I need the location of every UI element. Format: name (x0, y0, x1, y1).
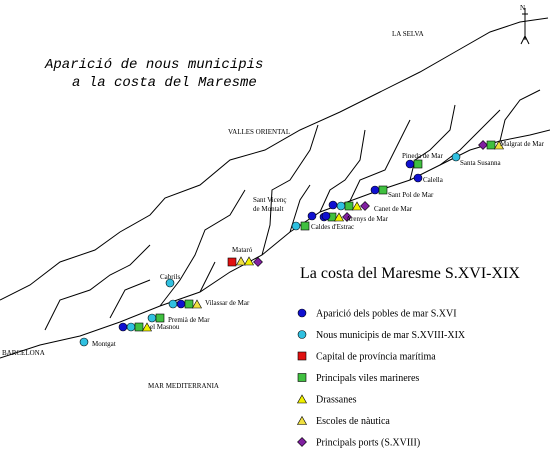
symbol-square (486, 140, 496, 150)
town-label: Sant Pol de Mar (388, 191, 434, 199)
symbol-circle (297, 330, 307, 339)
symbol-triangle (141, 322, 153, 332)
town-label: de Montalt (253, 205, 284, 213)
symbol-circle (147, 313, 157, 323)
symbol-triangle (243, 256, 255, 266)
symbol-diamond (342, 212, 352, 222)
symbol-triangle (296, 415, 308, 425)
town-label: Caldes d'Estrac (311, 223, 354, 231)
symbol-circle (405, 159, 415, 169)
symbol-diamond (253, 257, 263, 267)
symbol-triangle (296, 394, 308, 404)
symbol-triangle (493, 140, 505, 150)
symbol-triangle (333, 212, 345, 222)
symbol-triangle (235, 256, 247, 266)
town-label: Premià de Mar (168, 316, 210, 324)
symbol-circle (118, 322, 128, 332)
town-label: Mataró (232, 246, 253, 254)
title-line: a la costa del Maresme (72, 75, 257, 91)
symbol-square (413, 159, 423, 169)
legend-label: Aparició dels pobles de mar S.XVI (316, 309, 457, 320)
legend-label: Principals ports (S.XVIII) (316, 438, 420, 449)
symbol-circle (451, 152, 461, 162)
symbol-square (300, 221, 310, 231)
symbol-circle (79, 337, 89, 347)
symbol-square (155, 313, 165, 323)
symbol-circle (291, 221, 301, 231)
symbol-circle (370, 185, 380, 195)
symbol-circle (321, 211, 331, 221)
town-label: Cabrils (160, 273, 180, 281)
symbol-diamond (360, 201, 370, 211)
symbol-diamond (478, 140, 488, 150)
symbol-square (297, 351, 307, 361)
symbol-triangle (191, 299, 203, 309)
symbol-circle (126, 322, 136, 332)
legend-label: Capital de província marítima (316, 352, 436, 363)
legend-label: Nous municipis de mar S.XVIII-XIX (316, 330, 466, 341)
legend-label: Principals viles marineres (316, 373, 419, 384)
symbol-circle (176, 299, 186, 309)
symbol-triangle (351, 201, 363, 211)
symbol-square (227, 257, 237, 267)
north-label: N (520, 4, 525, 12)
town-label: Santa Susanna (460, 159, 502, 167)
town-label: Vilassar de Mar (205, 299, 250, 307)
region-label: LA SELVA (392, 30, 424, 38)
title-line: Aparició de nous municipis (44, 57, 263, 73)
town-label: el Masnou (150, 323, 180, 331)
region-label: BARCELONA (2, 349, 45, 357)
symbol-square (134, 322, 144, 332)
symbol-square (344, 201, 354, 211)
symbol-circle (307, 211, 317, 221)
symbol-circle (165, 278, 175, 288)
symbol-square (378, 185, 388, 195)
town-label: Montgat (92, 340, 116, 348)
legend-label: Drassanes (316, 395, 357, 406)
symbol-square (184, 299, 194, 309)
symbol-square (297, 373, 307, 382)
symbol-circle (168, 299, 178, 309)
town-label: Malgrat de Mar (500, 140, 545, 148)
symbol-circle (328, 200, 338, 210)
region-label: VALLES ORIENTAL (228, 128, 290, 136)
town-label: Calella (423, 176, 444, 184)
town-label: Arenys de Mar (346, 215, 389, 223)
legend-label: Escoles de nàutica (316, 416, 390, 427)
town-label: Pineda de Mar (402, 152, 443, 160)
region-label: MAR MEDITERRANIA (148, 382, 219, 390)
symbol-diamond (297, 437, 307, 447)
symbol-circle (413, 173, 423, 183)
symbol-circle (297, 308, 307, 318)
town-label: Canet de Mar (374, 205, 413, 213)
legend-title: La costa del Maresme S.XVI-XIX (300, 265, 520, 282)
symbol-circle (336, 201, 346, 211)
town-label: Sant Vicenç (253, 196, 286, 204)
